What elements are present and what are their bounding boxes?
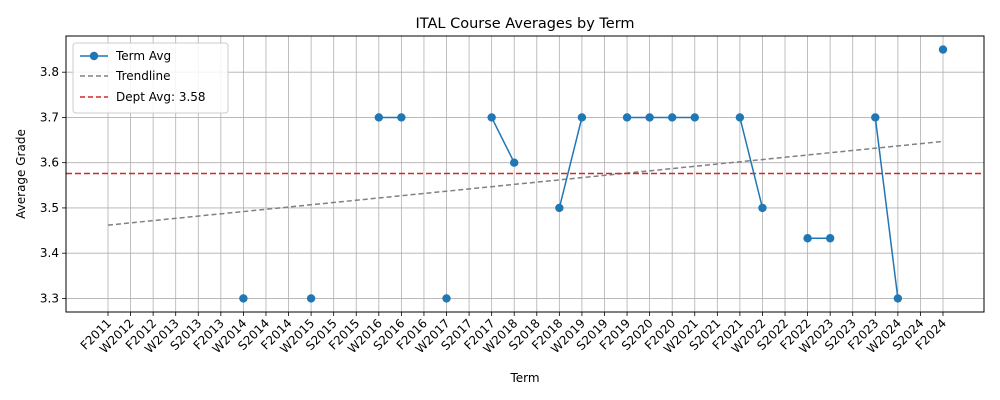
term-avg-point bbox=[735, 113, 745, 122]
term-avg-segment bbox=[739, 117, 764, 209]
legend-term-avg-marker bbox=[89, 51, 99, 61]
term-avg-point bbox=[555, 203, 564, 213]
term-avg-point bbox=[645, 113, 654, 122]
y-tick-label: 3.4 bbox=[40, 246, 59, 260]
term-avg-point bbox=[577, 113, 587, 122]
legend-term-avg-label: Term Avg bbox=[115, 49, 171, 63]
term-avg-point bbox=[690, 113, 699, 122]
term-avg-segment bbox=[490, 117, 515, 164]
y-axis-title: Average Grade bbox=[14, 129, 28, 219]
x-axis-title: Term bbox=[509, 371, 539, 385]
term-avg-point bbox=[397, 113, 406, 122]
term-avg-point bbox=[667, 113, 677, 122]
plot-frame bbox=[65, 35, 985, 313]
term-avg-point bbox=[442, 294, 451, 303]
term-avg-point bbox=[510, 158, 519, 167]
legend-dept-avg-label: Dept Avg: 3.58 bbox=[116, 90, 206, 104]
y-axis: 3.3 3.4 3.5 3.6 3.7 3.8 bbox=[40, 65, 66, 305]
trendline bbox=[107, 140, 944, 226]
term-avg-point bbox=[622, 113, 632, 122]
term-avg-segment bbox=[874, 117, 899, 299]
legend-trendline-label: Trendline bbox=[115, 69, 171, 83]
y-tick-label: 3.7 bbox=[40, 110, 59, 124]
y-tick-label: 3.3 bbox=[40, 291, 59, 305]
term-avg-point bbox=[487, 113, 496, 122]
term-avg-segment bbox=[558, 117, 583, 209]
chart-title: ITAL Course Averages by Term bbox=[415, 16, 634, 32]
term-avg-layer bbox=[239, 45, 948, 303]
trendline-layer bbox=[107, 140, 944, 226]
y-tick-label: 3.8 bbox=[40, 65, 59, 79]
term-avg-point bbox=[803, 234, 812, 243]
term-avg-point bbox=[938, 45, 948, 54]
y-tick-label: 3.5 bbox=[40, 201, 59, 215]
term-avg-point bbox=[758, 203, 767, 213]
term-avg-point bbox=[374, 113, 384, 122]
legend: Term Avg Trendline Dept Avg: 3.58 bbox=[72, 42, 229, 114]
term-avg-point bbox=[893, 294, 903, 303]
x-axis: F2011W2012F2012W2013S2013F2013W2014S2014… bbox=[78, 312, 949, 356]
term-avg-point bbox=[825, 234, 835, 243]
term-avg-point bbox=[306, 294, 316, 303]
y-tick-label: 3.6 bbox=[40, 156, 59, 170]
legend-box bbox=[72, 42, 229, 114]
term-avg-point bbox=[871, 113, 880, 122]
term-avg-point bbox=[239, 294, 248, 303]
